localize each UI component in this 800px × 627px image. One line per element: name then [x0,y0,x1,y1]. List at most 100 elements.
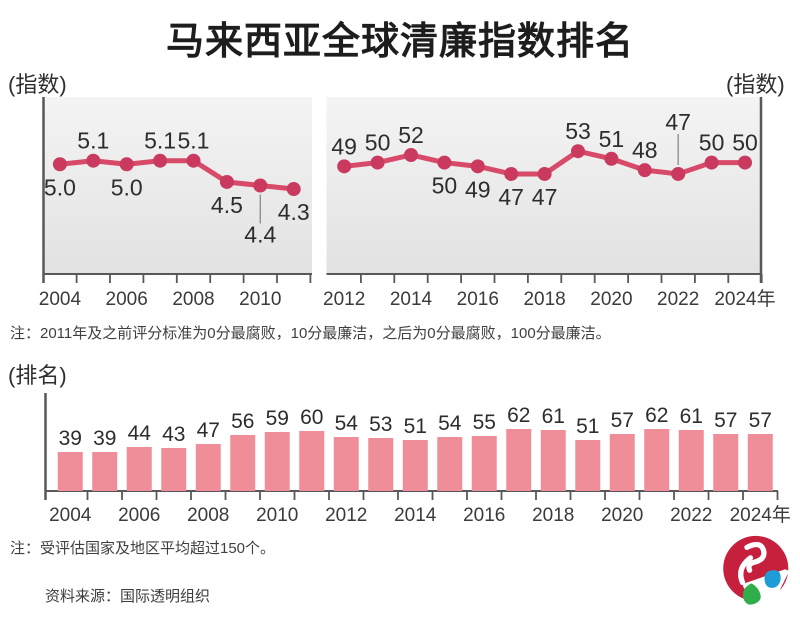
bar-value-label: 39 [93,427,116,450]
bar [540,430,566,491]
value-label: 48 [632,137,658,163]
publisher-logo-icon [723,535,789,613]
value-label: 52 [398,122,424,148]
x-tick-label: 2010 [239,289,281,310]
data-point [186,153,201,168]
bar-value-label: 61 [680,405,703,428]
x-tick-label: 2022 [670,505,712,526]
value-label: 50 [699,130,725,156]
value-label: 50 [732,130,758,156]
data-point [370,155,385,170]
bar [575,440,601,491]
bar [678,430,704,491]
data-point [571,144,585,159]
index-unit-label-right: (指数) [726,72,785,97]
bar-value-label: 60 [300,406,323,429]
plot-area [326,97,762,274]
x-tick-label: 2012 [323,289,365,310]
data-point [119,157,134,172]
x-tick-label: 2010 [256,505,298,526]
x-tick-label: 2006 [118,505,160,526]
value-label: 4.3 [278,199,310,225]
value-label: 50 [365,130,391,156]
data-point [637,163,652,178]
data-point [470,159,485,174]
bar-value-label: 54 [438,412,462,435]
bar [299,431,325,491]
value-label: 4.4 [244,222,276,248]
value-label: 47 [665,109,691,135]
bar [471,436,497,491]
data-point [286,182,301,197]
bar-value-label: 54 [335,412,359,435]
bar-value-label: 62 [645,404,668,427]
x-tick-label: 2014 [394,505,437,526]
data-point [671,166,686,181]
data-point [86,153,101,168]
x-tick-label: 2016 [457,289,499,310]
x-tick-label: 2024年 [714,288,775,310]
value-label: 5.0 [44,174,76,200]
bar-value-label: 61 [542,405,565,428]
data-point [52,157,67,172]
data-point [153,153,168,168]
x-tick-label: 2014 [390,289,433,310]
rank-bar-chart: 39 39 44 43 47 56 59 60 54 53 51 54 55 62 61 51 57 62 61 57… [44,393,791,526]
value-label: 50 [432,173,458,199]
bar [609,434,635,491]
data-point [537,166,552,181]
x-tick-label: 2008 [187,505,229,526]
bar-value-label: 51 [404,415,427,438]
bar-value-label: 51 [576,415,599,438]
value-label: 5.0 [111,174,143,200]
index-unit-label-left: (指数) [8,72,67,97]
bar [368,438,394,491]
bar [713,434,739,491]
data-point [738,155,752,170]
bar-value-label: 44 [128,422,152,445]
index-line-chart-2: 49 50 52 50 49 47 47 53 51 48 47 50 50 2012 2014 2016 20… [323,97,776,310]
value-label: 51 [599,126,625,152]
bar-value-label: 39 [59,427,82,450]
data-point [504,166,519,181]
bar [264,432,290,491]
logo-drop-green [742,583,761,605]
bar [161,448,187,491]
x-tick-label: 2012 [325,505,367,526]
bar-value-label: 47 [197,419,220,442]
bar [402,440,428,491]
data-point [253,178,268,193]
bar [644,429,670,491]
x-tick-label: 2004 [49,505,92,526]
bar [437,437,463,491]
rank-note: 注：受评估国家及地区平均超过150个。 [10,540,276,557]
index-note: 注：2011年及之前评分标准为0分最腐败，10分最廉洁，之后为0分最腐败，100… [10,325,611,342]
bar [57,452,83,491]
data-point [404,147,418,162]
bar-value-label: 62 [507,404,530,427]
logo-drop-blue [764,570,781,588]
bar-value-label: 57 [611,409,634,432]
bar [747,434,773,491]
value-label: 53 [565,118,591,144]
bar-value-label: 57 [749,409,772,432]
value-label: 49 [465,176,491,202]
data-point [704,155,719,170]
value-label: 5.1 [144,128,176,154]
bar [126,447,152,491]
bar-value-label: 56 [231,410,254,433]
x-tick-label: 2020 [601,505,643,526]
logo-script-mark [738,541,767,586]
data-point [604,151,619,166]
x-tick-label: 2016 [463,505,505,526]
bar [195,444,221,491]
x-tick-label: 2020 [590,289,632,310]
x-tick-label: 2024年 [730,504,791,526]
x-tick-label: 2018 [523,289,565,310]
value-label: 49 [331,133,357,159]
data-point [337,159,352,174]
bar [92,452,118,491]
x-tick-label: 2006 [106,289,148,310]
data-point [437,155,452,170]
